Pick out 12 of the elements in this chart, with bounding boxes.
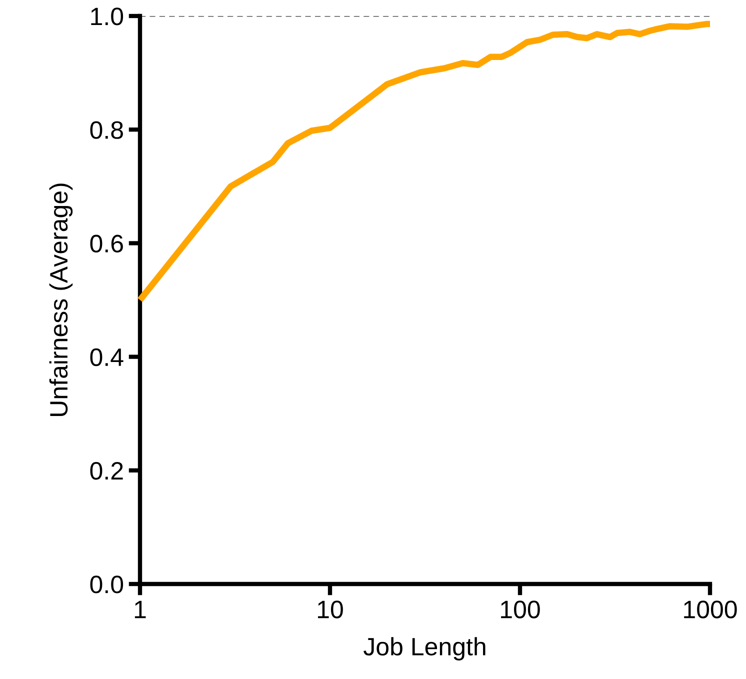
y-tick-label: 0.2 (90, 462, 123, 480)
y-tick-label: 1.0 (91, 8, 124, 26)
y-axis-title: Unfairness (Average) (49, 184, 73, 416)
x-axis-title: Job Length (364, 637, 486, 660)
y-tick-label: 0.6 (90, 234, 123, 253)
y-tick-label: 0.0 (90, 576, 124, 594)
x-tick-label: 100 (501, 600, 540, 618)
y-tick-label: 0.8 (90, 121, 123, 139)
x-tick-label: 10 (318, 600, 343, 618)
x-tick-label: 1000 (684, 600, 737, 618)
y-tick-label: 0.4 (90, 348, 124, 366)
x-tick-label: 1 (134, 600, 146, 618)
